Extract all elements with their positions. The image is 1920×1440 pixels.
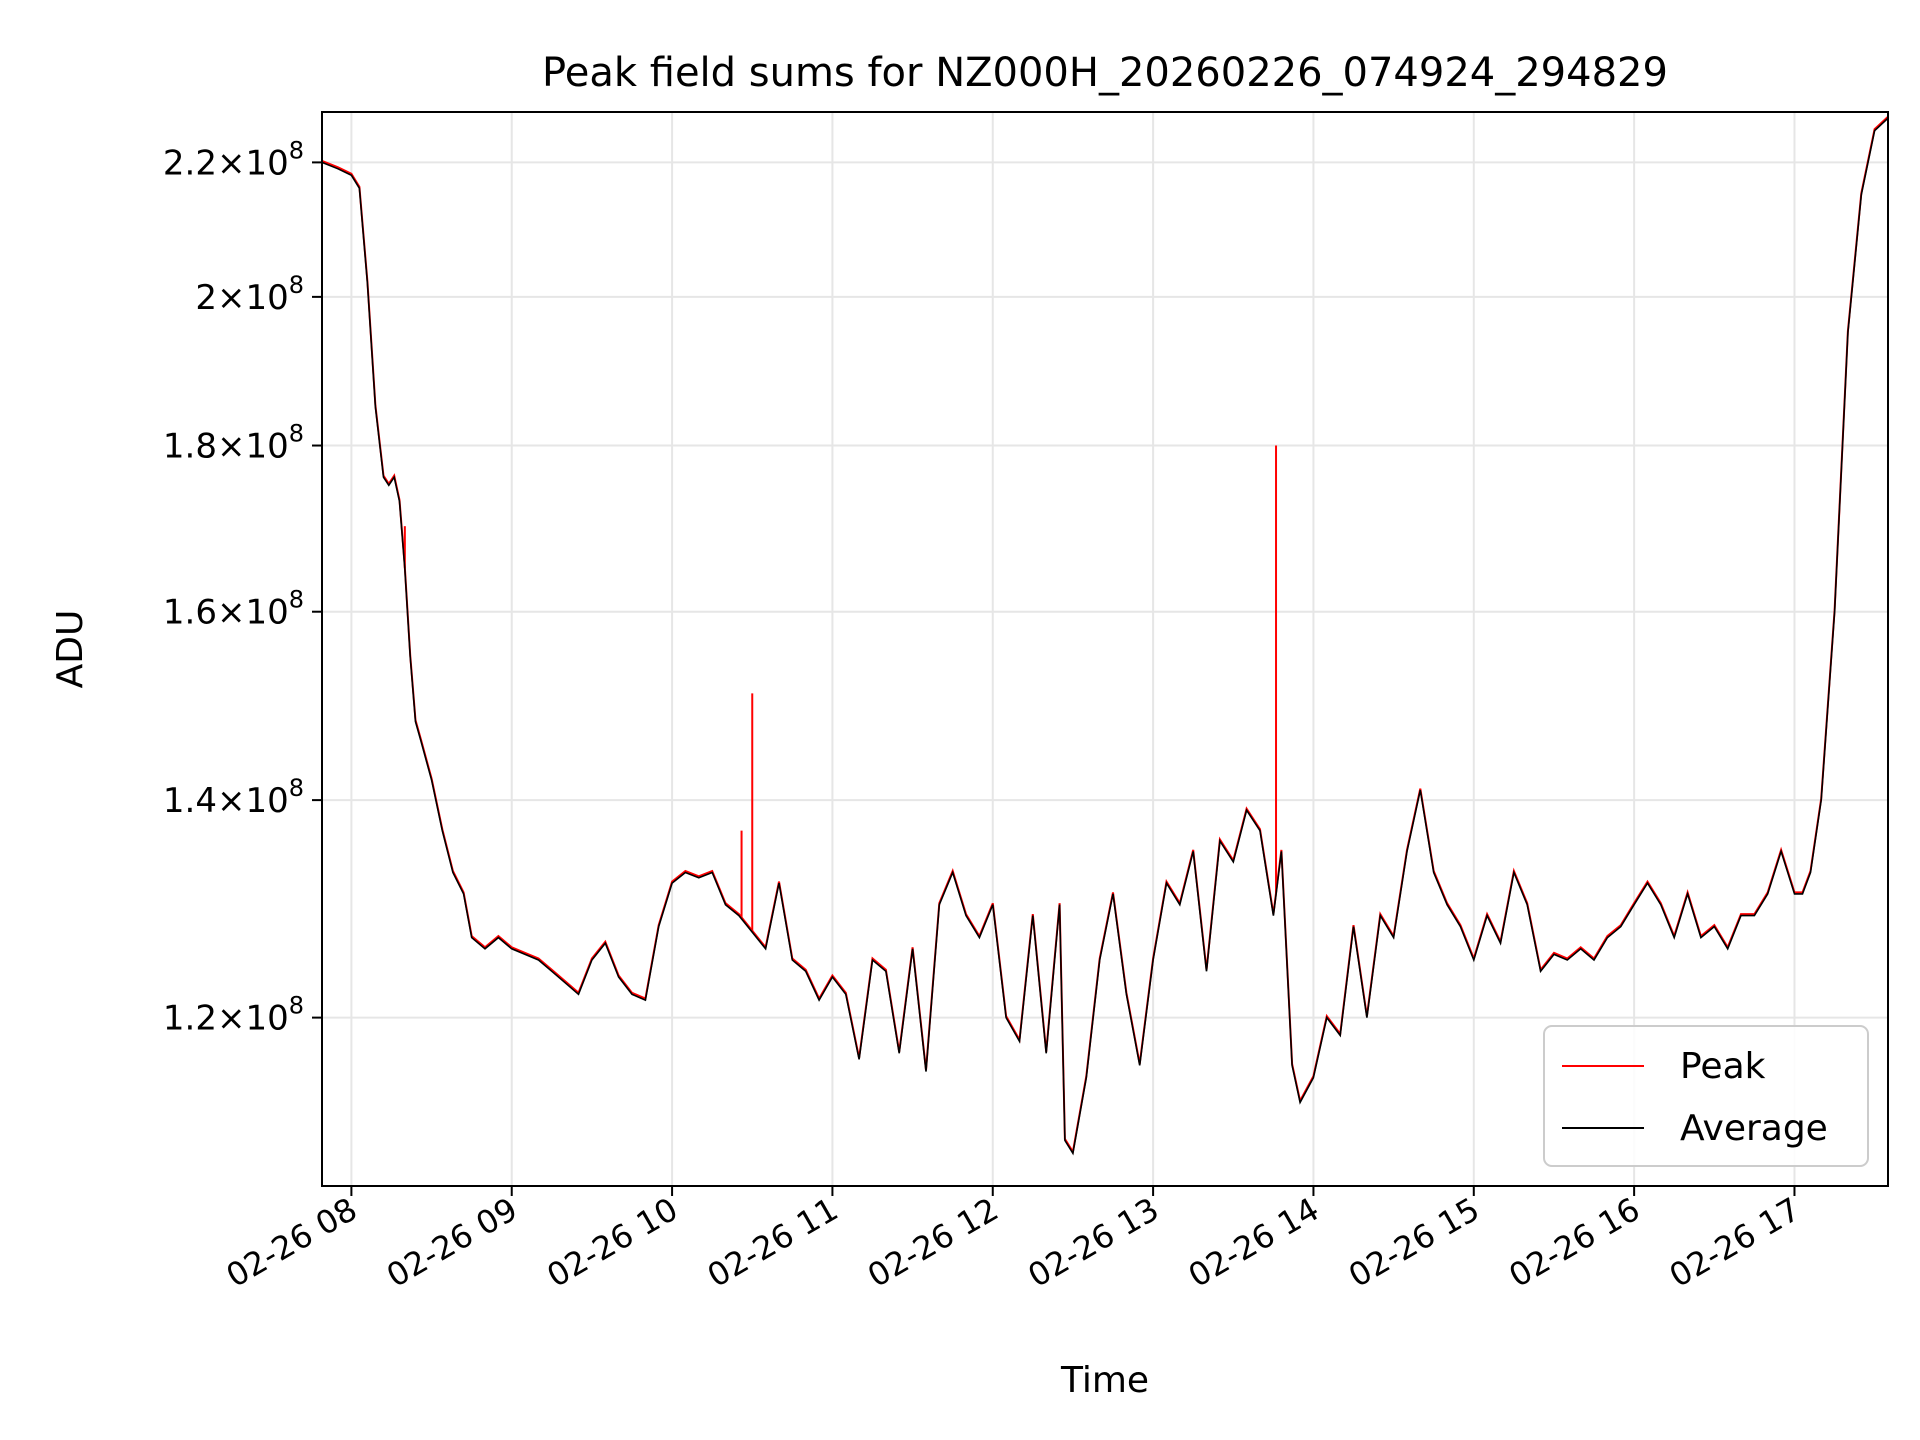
x-tick-label: 02-26 17 — [1663, 1190, 1807, 1295]
legend-label-average: Average — [1680, 1108, 1828, 1149]
x-tick-label: 02-26 10 — [540, 1190, 684, 1295]
x-tick-label: 02-26 16 — [1503, 1190, 1647, 1295]
series-line-peak — [321, 115, 1889, 1155]
y-tick-label: 1.6×108 — [163, 586, 304, 633]
x-tick-label: 02-26 08 — [220, 1190, 364, 1295]
y-tick-label: 2.2×108 — [163, 136, 304, 183]
x-tick-label: 02-26 09 — [380, 1190, 524, 1295]
x-tick-label: 02-26 14 — [1182, 1190, 1326, 1295]
y-tick-label: 1.2×108 — [163, 992, 304, 1039]
y-axis-label: ADU — [50, 610, 91, 689]
y-tick-label: 2×108 — [195, 271, 304, 318]
grid — [322, 112, 1888, 1186]
chart-title: Peak field sums for NZ000H_20260226_0749… — [542, 50, 1668, 96]
series-line-average — [321, 117, 1889, 1156]
series-lines — [321, 115, 1889, 1156]
y-tick-label: 1.4×108 — [163, 774, 304, 821]
x-tick-label: 02-26 13 — [1022, 1190, 1166, 1295]
plot-frame — [321, 111, 1889, 1187]
x-tick-label: 02-26 12 — [861, 1190, 1005, 1295]
x-tick-label: 02-26 15 — [1342, 1190, 1486, 1295]
legend: Peak Average — [1543, 1025, 1869, 1167]
x-axis-label: Time — [1060, 1360, 1149, 1401]
y-tick-label: 1.8×108 — [163, 420, 304, 467]
x-tick-label: 02-26 11 — [701, 1190, 845, 1295]
legend-label-peak: Peak — [1680, 1046, 1766, 1087]
legend-box — [1543, 1025, 1869, 1167]
